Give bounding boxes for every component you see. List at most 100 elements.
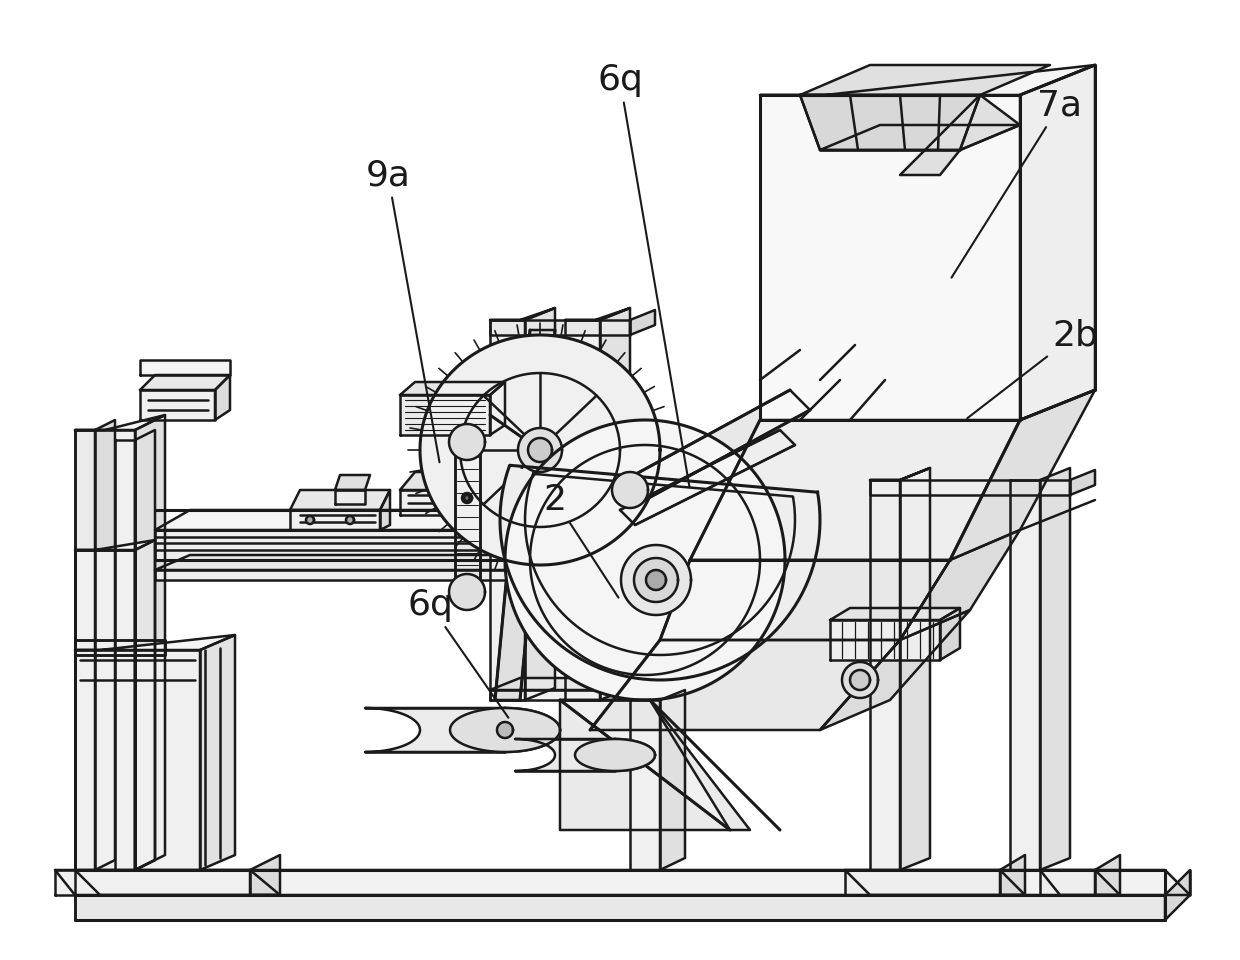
Polygon shape xyxy=(490,320,630,335)
Polygon shape xyxy=(760,65,1095,95)
Polygon shape xyxy=(660,560,950,640)
Polygon shape xyxy=(55,870,250,895)
Polygon shape xyxy=(660,690,684,870)
Polygon shape xyxy=(646,570,666,590)
Polygon shape xyxy=(335,490,365,504)
Polygon shape xyxy=(613,472,649,508)
Polygon shape xyxy=(1040,468,1070,870)
Polygon shape xyxy=(1040,870,1120,895)
Polygon shape xyxy=(450,708,560,752)
Polygon shape xyxy=(900,468,930,870)
Polygon shape xyxy=(870,480,1070,495)
Polygon shape xyxy=(870,480,900,870)
Polygon shape xyxy=(74,415,165,430)
Polygon shape xyxy=(565,308,630,320)
Polygon shape xyxy=(290,510,379,530)
Polygon shape xyxy=(335,475,370,490)
Polygon shape xyxy=(140,360,229,375)
Polygon shape xyxy=(999,855,1025,895)
Polygon shape xyxy=(74,650,200,870)
Polygon shape xyxy=(95,420,115,870)
Polygon shape xyxy=(155,530,570,560)
Polygon shape xyxy=(463,493,472,503)
Polygon shape xyxy=(365,708,560,752)
Polygon shape xyxy=(630,700,660,870)
Polygon shape xyxy=(490,690,630,700)
Polygon shape xyxy=(525,308,556,700)
Polygon shape xyxy=(155,555,605,570)
Polygon shape xyxy=(820,125,1021,150)
Polygon shape xyxy=(55,870,280,895)
Polygon shape xyxy=(630,310,655,335)
Polygon shape xyxy=(500,466,820,680)
Polygon shape xyxy=(346,516,353,524)
Polygon shape xyxy=(505,420,785,700)
Text: 6q: 6q xyxy=(598,63,689,488)
Polygon shape xyxy=(490,490,630,505)
Polygon shape xyxy=(135,415,165,870)
Polygon shape xyxy=(490,382,505,435)
Text: 2b: 2b xyxy=(967,318,1097,419)
Polygon shape xyxy=(630,480,655,505)
Polygon shape xyxy=(490,308,556,320)
Polygon shape xyxy=(575,739,655,771)
Text: 9a: 9a xyxy=(366,158,439,463)
Polygon shape xyxy=(1095,855,1120,895)
Text: 6q: 6q xyxy=(407,588,508,718)
Polygon shape xyxy=(820,610,970,730)
Polygon shape xyxy=(74,550,135,870)
Polygon shape xyxy=(900,530,1021,640)
Polygon shape xyxy=(455,493,490,500)
Polygon shape xyxy=(495,330,556,700)
Polygon shape xyxy=(1040,870,1095,895)
Polygon shape xyxy=(306,516,314,524)
Polygon shape xyxy=(842,662,878,698)
Polygon shape xyxy=(950,390,1095,560)
Polygon shape xyxy=(844,870,999,895)
Polygon shape xyxy=(760,95,1021,420)
Polygon shape xyxy=(518,428,562,472)
Polygon shape xyxy=(449,424,485,460)
Polygon shape xyxy=(630,678,655,700)
Polygon shape xyxy=(464,495,470,501)
Polygon shape xyxy=(290,490,391,510)
Polygon shape xyxy=(560,700,750,830)
Polygon shape xyxy=(155,570,570,580)
Polygon shape xyxy=(1166,870,1190,920)
Polygon shape xyxy=(849,670,870,690)
Polygon shape xyxy=(800,95,980,150)
Polygon shape xyxy=(570,510,605,560)
Polygon shape xyxy=(560,700,730,830)
Polygon shape xyxy=(401,395,490,435)
Polygon shape xyxy=(565,320,600,700)
Polygon shape xyxy=(250,855,280,895)
Polygon shape xyxy=(625,390,810,500)
Polygon shape xyxy=(455,435,480,600)
Polygon shape xyxy=(689,420,1021,560)
Text: 7a: 7a xyxy=(951,88,1083,277)
Polygon shape xyxy=(844,870,1025,895)
Polygon shape xyxy=(870,468,930,480)
Polygon shape xyxy=(74,870,1190,895)
Polygon shape xyxy=(621,545,691,615)
Text: 2: 2 xyxy=(543,483,619,598)
Polygon shape xyxy=(379,490,391,530)
Polygon shape xyxy=(74,640,165,655)
Polygon shape xyxy=(570,555,605,580)
Polygon shape xyxy=(497,722,513,738)
Polygon shape xyxy=(140,375,229,390)
Polygon shape xyxy=(900,95,1021,175)
Polygon shape xyxy=(490,678,655,690)
Polygon shape xyxy=(140,390,215,420)
Polygon shape xyxy=(465,472,480,515)
Polygon shape xyxy=(135,430,155,870)
Polygon shape xyxy=(1021,65,1095,420)
Polygon shape xyxy=(590,640,900,730)
Polygon shape xyxy=(74,430,135,870)
Polygon shape xyxy=(74,640,165,655)
Polygon shape xyxy=(830,608,960,620)
Polygon shape xyxy=(215,375,229,420)
Polygon shape xyxy=(634,558,678,602)
Polygon shape xyxy=(490,320,525,700)
Polygon shape xyxy=(420,335,660,565)
